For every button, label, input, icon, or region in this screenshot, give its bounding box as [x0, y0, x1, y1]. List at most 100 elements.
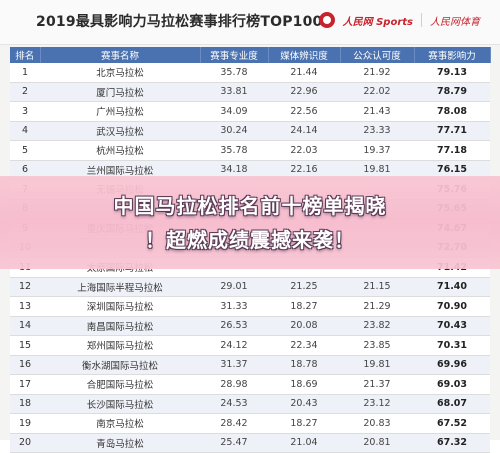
cell-media-recognition: 18.78 [268, 355, 340, 375]
cell-public-recognition: 21.43 [340, 101, 414, 122]
cell-professionalism: 24.12 [200, 335, 268, 356]
table-row: 1 北京马拉松 35.78 21.44 21.92 79.13 [10, 63, 490, 83]
cell-influence: 78.08 [414, 101, 490, 122]
table-header-row: 排名 赛事名称 赛事专业度 媒体辨识度 公众认可度 赛事影响力 [10, 47, 491, 63]
cell-public-recognition: 23.12 [340, 394, 414, 414]
column-header-event: 赛事名称 [40, 47, 201, 63]
cell-event-name: 上海国际半程马拉松 [40, 277, 200, 297]
logo-area: 人民网 Sports 人民网体育 [318, 12, 480, 28]
cell-professionalism: 35.78 [200, 63, 268, 83]
banner-headline: 中国马拉松排名前十榜单揭晓 [113, 194, 387, 218]
cell-professionalism: 31.37 [200, 355, 268, 375]
cell-media-recognition: 20.43 [268, 394, 340, 414]
cell-public-recognition: 19.81 [340, 355, 414, 375]
cell-public-recognition: 22.02 [340, 82, 414, 102]
cell-event-name: 北京马拉松 [40, 63, 200, 83]
table-row: 15 郑州国际马拉松 24.12 22.34 23.85 70.31 [10, 335, 490, 356]
page-title: 2019最具影响力马拉松赛事排行榜TOP100 [36, 14, 323, 30]
column-header-influence: 赛事影响力 [414, 47, 491, 63]
cell-influence: 70.43 [414, 316, 490, 336]
table-row: 4 武汉马拉松 30.24 24.14 23.33 77.71 [10, 121, 490, 141]
cell-professionalism: 25.47 [200, 433, 268, 453]
cell-professionalism: 26.53 [200, 316, 268, 336]
cell-public-recognition: 21.92 [340, 63, 414, 83]
cell-event-name: 杭州马拉松 [40, 140, 200, 161]
cell-media-recognition: 18.27 [268, 413, 340, 434]
cell-event-name: 兰州国际马拉松 [40, 160, 200, 180]
table-row: 20 青岛马拉松 25.47 21.04 20.81 67.32 [10, 433, 490, 453]
cell-rank: 12 [10, 277, 40, 297]
overlay-banner: 中国马拉松排名前十榜单揭晓 ！超燃成绩震撼来袭！ [0, 176, 500, 269]
cell-rank: 1 [10, 63, 40, 83]
cell-rank: 3 [10, 101, 40, 122]
column-header-rank: 排名 [10, 47, 41, 63]
cell-influence: 78.79 [414, 82, 490, 102]
cell-professionalism: 28.98 [200, 374, 268, 395]
cell-rank: 18 [10, 394, 40, 414]
cell-influence: 67.32 [414, 433, 490, 453]
cell-event-name: 厦门马拉松 [40, 82, 200, 102]
cell-event-name: 长沙国际马拉松 [40, 394, 200, 414]
cell-event-name: 南京马拉松 [40, 413, 200, 434]
cell-media-recognition: 18.69 [268, 374, 340, 395]
cell-rank: 20 [10, 433, 40, 453]
cell-event-name: 衡水湖国际马拉松 [40, 355, 200, 375]
cell-media-recognition: 21.25 [268, 277, 340, 297]
cell-media-recognition: 22.16 [268, 160, 340, 180]
cell-event-name: 广州马拉松 [40, 101, 200, 122]
cell-influence: 76.15 [414, 160, 490, 180]
table-row: 19 南京马拉松 28.42 18.27 20.83 67.52 [10, 413, 490, 434]
cell-professionalism: 33.81 [200, 82, 268, 102]
banner-subheadline: ！超燃成绩震撼来袭！ [145, 228, 355, 252]
cell-media-recognition: 22.03 [268, 140, 340, 161]
cell-event-name: 合肥国际马拉松 [40, 374, 200, 395]
cell-professionalism: 34.09 [200, 101, 268, 122]
table-row: 6 兰州国际马拉松 34.18 22.16 19.81 76.15 [10, 160, 490, 180]
cell-media-recognition: 21.04 [268, 433, 340, 453]
cell-media-recognition: 18.27 [268, 296, 340, 317]
cell-influence: 69.03 [414, 374, 490, 395]
cell-rank: 19 [10, 413, 40, 434]
cell-rank: 13 [10, 296, 40, 317]
table-row: 14 南昌国际马拉松 26.53 20.08 23.82 70.43 [10, 316, 490, 336]
logo-icon [318, 12, 335, 28]
cell-professionalism: 30.24 [200, 121, 268, 141]
cell-media-recognition: 22.96 [268, 82, 340, 102]
cell-professionalism: 35.78 [200, 140, 268, 161]
cell-public-recognition: 19.81 [340, 160, 414, 180]
cell-influence: 68.07 [414, 394, 490, 414]
cell-event-name: 南昌国际马拉松 [40, 316, 200, 336]
cell-professionalism: 34.18 [200, 160, 268, 180]
cell-rank: 17 [10, 374, 40, 395]
cell-public-recognition: 19.37 [340, 140, 414, 161]
cell-professionalism: 28.42 [200, 413, 268, 434]
cell-media-recognition: 20.08 [268, 316, 340, 336]
cell-public-recognition: 21.15 [340, 277, 414, 297]
cell-public-recognition: 21.29 [340, 296, 414, 317]
cell-event-name: 深圳国际马拉松 [40, 296, 200, 317]
cell-public-recognition: 21.37 [340, 374, 414, 395]
cell-public-recognition: 20.83 [340, 413, 414, 434]
header: 2019最具影响力马拉松赛事排行榜TOP100 人民网 Sports 人民网体育 [0, 0, 500, 45]
logo-text: 人民网 Sports [342, 16, 413, 28]
table-row: 16 衡水湖国际马拉松 31.37 18.78 19.81 69.96 [10, 355, 490, 375]
cell-influence: 71.40 [414, 277, 490, 297]
table-row: 2 厦门马拉松 33.81 22.96 22.02 78.79 [10, 82, 490, 102]
table-row: 3 广州马拉松 34.09 22.56 21.43 78.08 [10, 101, 490, 122]
cell-public-recognition: 23.82 [340, 316, 414, 336]
cell-media-recognition: 22.56 [268, 101, 340, 122]
cell-rank: 16 [10, 355, 40, 375]
cell-influence: 77.71 [414, 121, 490, 141]
column-header-public-recognition: 公众认可度 [340, 47, 415, 63]
cell-event-name: 郑州国际马拉松 [40, 335, 200, 356]
cell-professionalism: 29.01 [200, 277, 268, 297]
cell-media-recognition: 21.44 [268, 63, 340, 83]
cell-event-name: 武汉马拉松 [40, 121, 200, 141]
cell-public-recognition: 23.85 [340, 335, 414, 356]
cell-rank: 5 [10, 140, 40, 161]
table-row: 13 深圳国际马拉松 31.33 18.27 21.29 70.90 [10, 296, 490, 317]
cell-influence: 69.96 [414, 355, 490, 375]
cell-professionalism: 24.53 [200, 394, 268, 414]
table-row: 18 长沙国际马拉松 24.53 20.43 23.12 68.07 [10, 394, 490, 414]
